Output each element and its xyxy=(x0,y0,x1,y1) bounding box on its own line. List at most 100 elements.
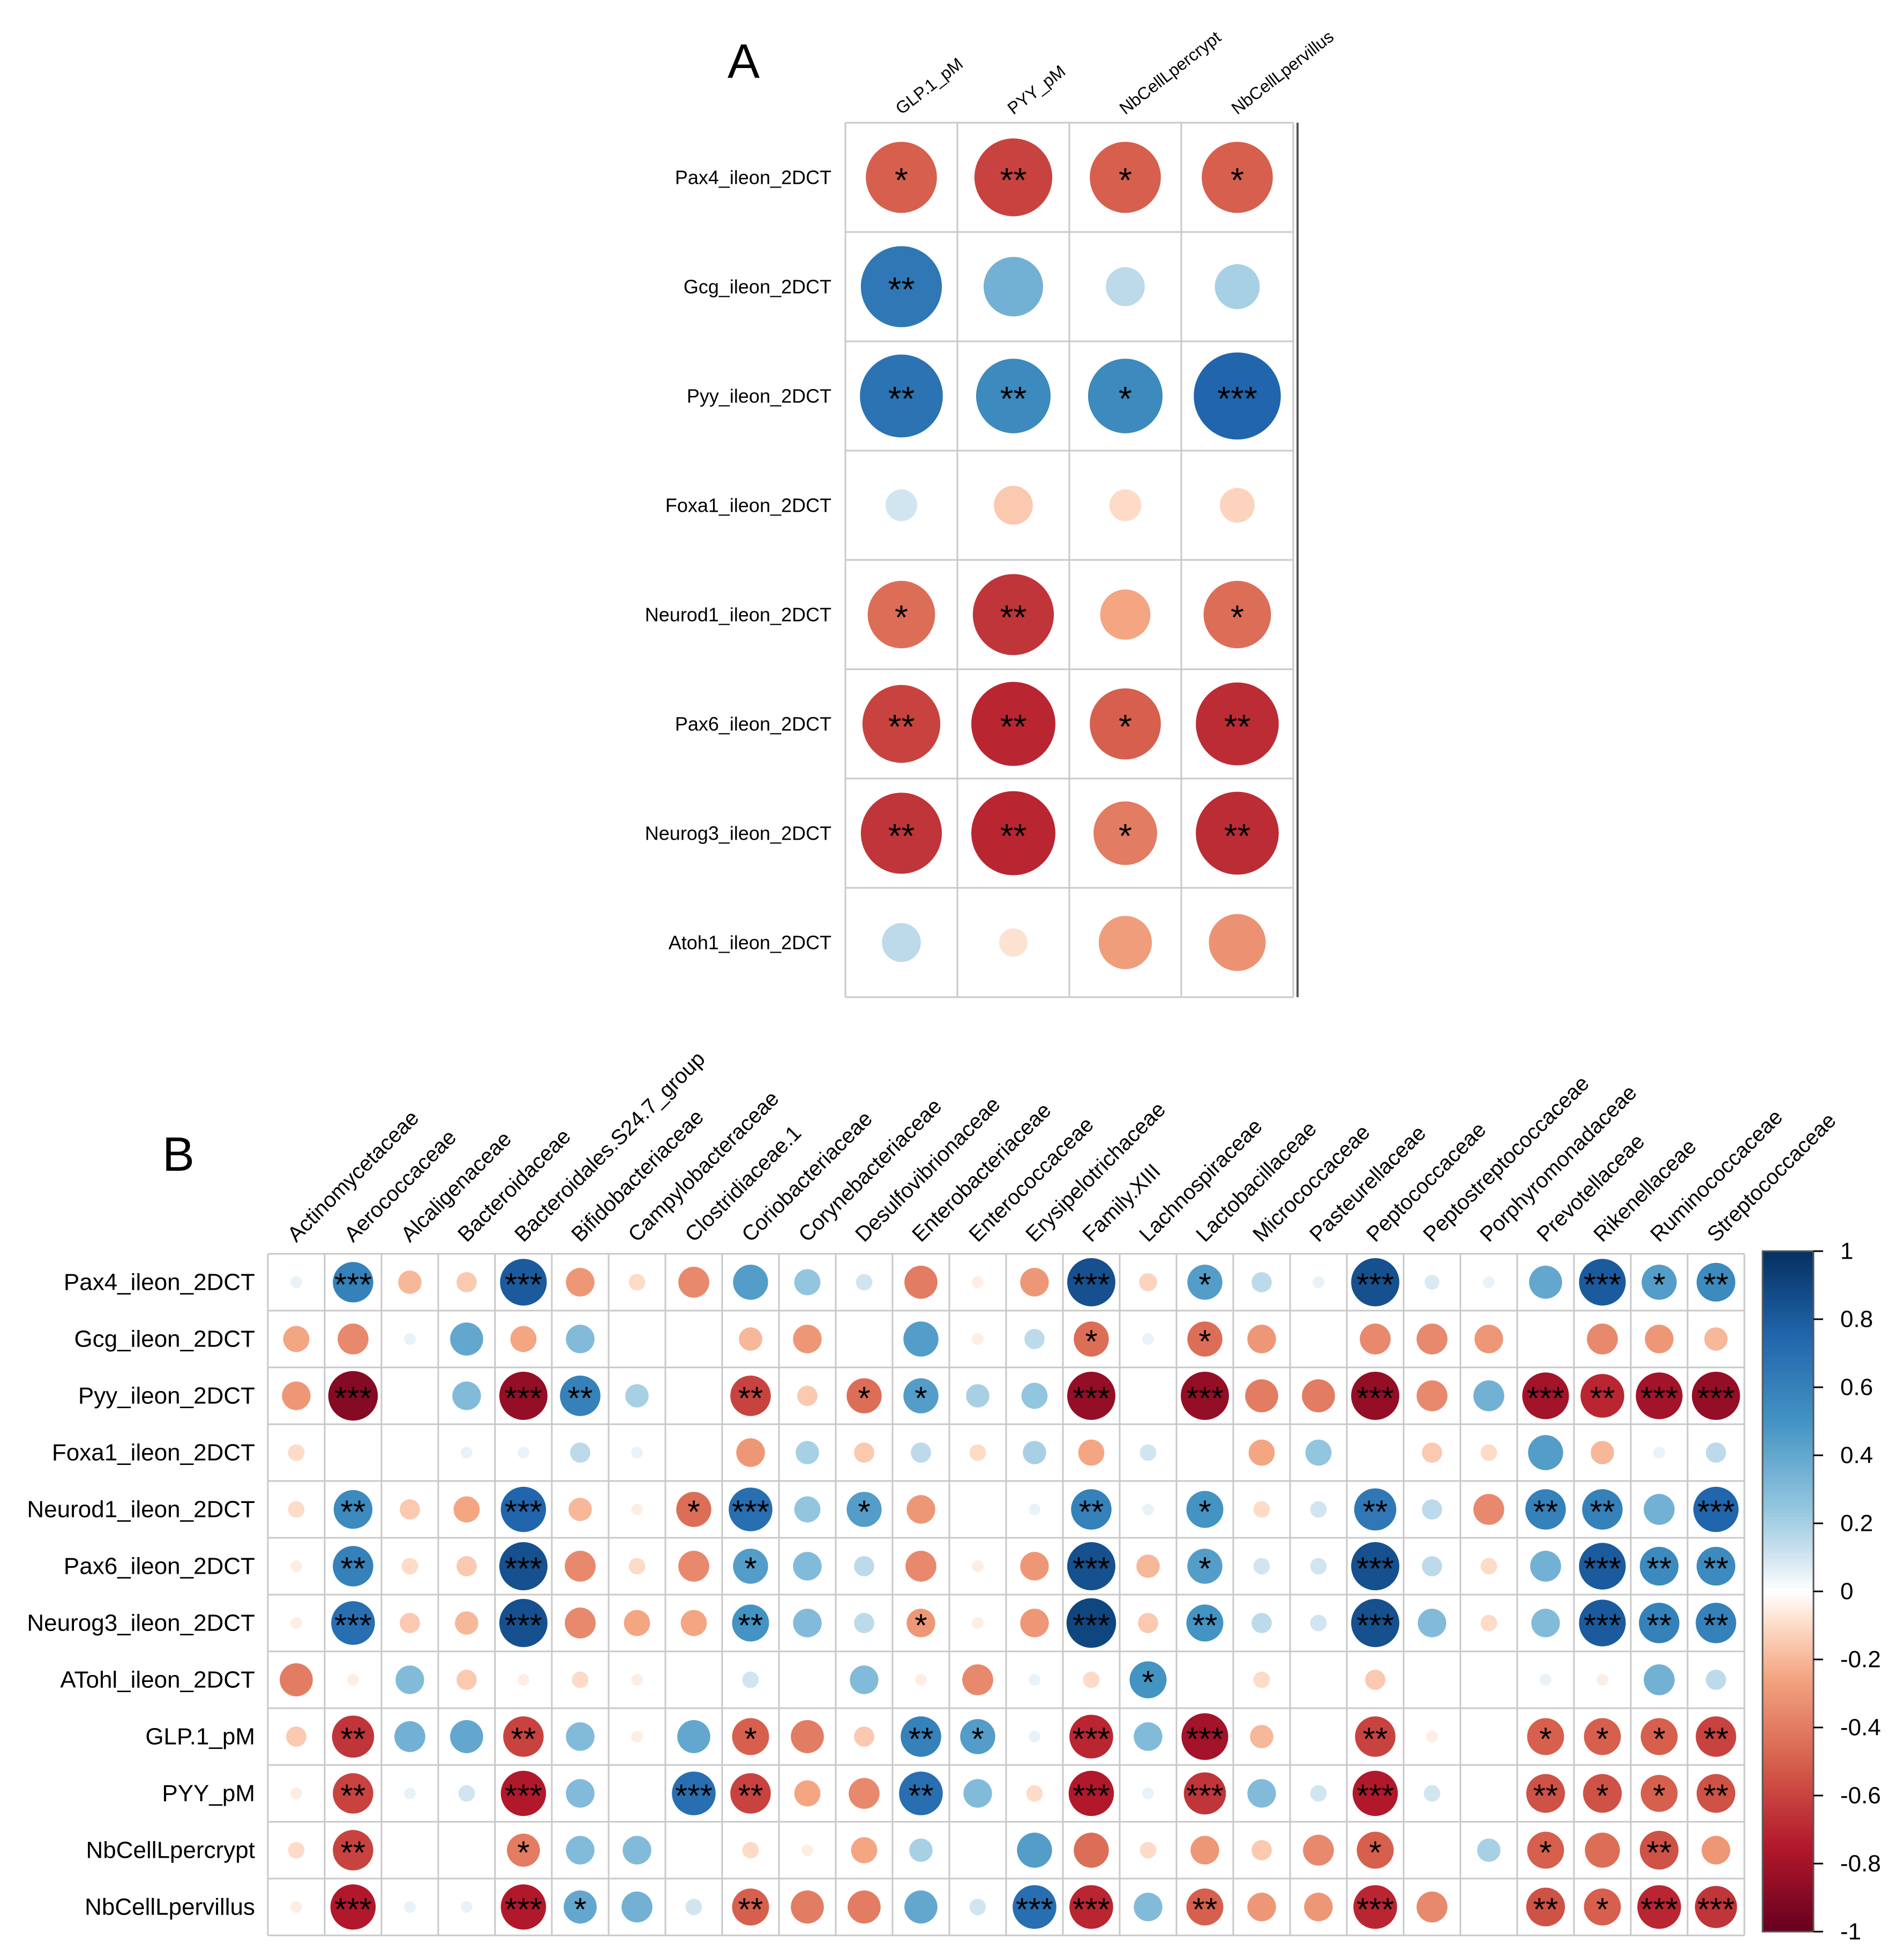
panel-b-significance-mark: ** xyxy=(1193,1891,1218,1927)
panel-b-correlation-circle xyxy=(854,1556,874,1576)
panel-a-correlation-circle xyxy=(974,138,1053,216)
panel-b-correlation-circle xyxy=(1696,1603,1736,1643)
panel-b-correlation-circle xyxy=(507,1834,540,1867)
legend-tick-label: 0 xyxy=(1840,1579,1853,1605)
panel-b-correlation-circle xyxy=(1138,1613,1158,1633)
panel-a-correlation-circle xyxy=(882,923,921,962)
panel-b-correlation-circle xyxy=(972,1617,984,1629)
panel-b-correlation-circle xyxy=(500,1486,546,1532)
legend-color-step xyxy=(1763,1602,1813,1606)
panel-b-correlation-circle xyxy=(1078,1439,1105,1466)
panel-b-significance-mark: *** xyxy=(334,1607,372,1643)
panel-b-correlation-circle xyxy=(560,1375,601,1416)
panel-b-significance-mark: *** xyxy=(505,1778,542,1814)
panel-b-significance-mark: *** xyxy=(1073,1891,1110,1927)
legend-color-step xyxy=(1763,1472,1813,1477)
panel-b-significance-mark: ** xyxy=(341,1835,366,1871)
panel-b-correlation-circle xyxy=(1302,1379,1335,1412)
panel-b-significance-mark: ** xyxy=(1533,1494,1558,1530)
panel-b-correlation-circle xyxy=(1021,1382,1048,1409)
panel-b-correlation-circle xyxy=(1587,1323,1618,1355)
panel-b-correlation-circle xyxy=(1186,1491,1224,1528)
legend-tick-label: 1 xyxy=(1840,1238,1853,1265)
panel-b-correlation-circle xyxy=(395,1665,424,1694)
panel-b-correlation-circle xyxy=(969,1444,986,1461)
legend-color-step xyxy=(1763,1714,1813,1718)
panel-b-correlation-circle xyxy=(282,1381,311,1410)
panel-b-significance-mark: *** xyxy=(1356,1267,1394,1303)
legend-color-step xyxy=(1763,1315,1813,1320)
panel-b-correlation-circle xyxy=(1706,1442,1726,1463)
legend-color-step xyxy=(1763,1278,1813,1283)
panel-b-significance-mark: ** xyxy=(1590,1494,1615,1530)
panel-b-correlation-circle xyxy=(1187,1265,1223,1300)
panel-b-correlation-circle xyxy=(1253,1501,1270,1518)
legend-color-step xyxy=(1763,1319,1813,1323)
panel-b-correlation-circle xyxy=(962,1664,993,1695)
legend-tick-label: -1 xyxy=(1840,1919,1861,1945)
panel-b-correlation-circle xyxy=(1069,1885,1113,1929)
panel-a-column-label: NbCellLpercrypt xyxy=(1116,27,1225,118)
panel-b-correlation-circle xyxy=(1071,1489,1112,1530)
panel-a-row-label: Atoh1_ileon_2DCT xyxy=(669,932,831,954)
legend-color-step xyxy=(1763,1322,1813,1327)
legend-color-step xyxy=(1763,1758,1813,1762)
panel-b-significance-mark: * xyxy=(971,1721,984,1757)
legend-color-step xyxy=(1763,1486,1813,1490)
legend-color-step xyxy=(1763,1731,1813,1735)
legend-color-step xyxy=(1763,1564,1813,1568)
panel-b-significance-mark: * xyxy=(1539,1721,1551,1757)
panel-b-correlation-circle xyxy=(624,1610,650,1636)
legend-color-step xyxy=(1763,1295,1813,1299)
panel-b-significance-mark: ** xyxy=(1704,1607,1729,1643)
panel-b-correlation-circle xyxy=(848,1890,881,1924)
panel-a-significance-mark: ** xyxy=(888,707,915,746)
panel-b-correlation-circle xyxy=(290,1276,302,1288)
legend-color-step xyxy=(1763,1785,1813,1790)
panel-a-significance-mark: ** xyxy=(1000,817,1027,855)
panel-a-correlation-circle xyxy=(1219,488,1255,523)
panel-b-correlation-circle xyxy=(1310,1558,1327,1575)
legend-color-step xyxy=(1763,1775,1813,1779)
legend-color-step xyxy=(1763,1373,1813,1378)
panel-b-correlation-circle xyxy=(404,1333,416,1345)
panel-a-significance-mark: ** xyxy=(888,379,915,418)
panel-b-correlation-circle xyxy=(565,1551,596,1582)
legend-color-step xyxy=(1763,1272,1813,1276)
legend-color-step xyxy=(1763,1670,1813,1674)
legend-color-step xyxy=(1763,1482,1813,1487)
panel-a-correlation-circle xyxy=(867,581,935,648)
legend-color-step xyxy=(1763,1462,1813,1467)
legend-color-step xyxy=(1763,1570,1813,1575)
panel-b-correlation-circle xyxy=(566,1268,595,1297)
panel-a-correlation-circle xyxy=(1202,141,1273,213)
panel-b-significance-mark: * xyxy=(914,1607,927,1643)
panel-b-significance-mark: * xyxy=(517,1835,529,1871)
panel-b-correlation-circle xyxy=(347,1674,359,1686)
panel-b-correlation-circle xyxy=(730,1375,771,1416)
panel-a-row-label: Pyy_ileon_2DCT xyxy=(687,385,831,407)
panel-b-significance-mark: * xyxy=(1596,1721,1608,1757)
legend-color-step xyxy=(1763,1656,1813,1660)
legend-color-step xyxy=(1763,1802,1813,1807)
panel-b-correlation-circle xyxy=(901,1716,941,1757)
panel-a-correlation-circle xyxy=(971,682,1056,766)
panel-b-correlation-circle xyxy=(398,1270,422,1294)
panel-a-significance-mark: ** xyxy=(1000,161,1027,199)
panel-b-correlation-circle xyxy=(566,1722,595,1751)
panel-b-significance-mark: *** xyxy=(1073,1551,1110,1587)
panel-b-significance-mark: *** xyxy=(732,1494,769,1530)
panel-b-significance-mark: ** xyxy=(341,1494,366,1530)
panel-b-correlation-circle xyxy=(1142,1788,1154,1799)
panel-b-significance-mark: *** xyxy=(1697,1891,1735,1927)
panel-b-correlation-circle xyxy=(1134,1893,1163,1921)
panel-b-correlation-circle xyxy=(1356,1831,1394,1869)
legend-color-step xyxy=(1763,1666,1813,1671)
panel-b-row-label: Pyy_ileon_2DCT xyxy=(78,1383,255,1409)
panel-b-correlation-circle xyxy=(1352,1770,1398,1816)
legend-color-step xyxy=(1763,1350,1813,1354)
panel-a-significance-mark: ** xyxy=(1000,707,1027,746)
panel-b-correlation-circle xyxy=(1355,1716,1396,1757)
panel-b-correlation-circle xyxy=(453,1496,480,1523)
panel-b-correlation-circle xyxy=(911,1442,931,1463)
